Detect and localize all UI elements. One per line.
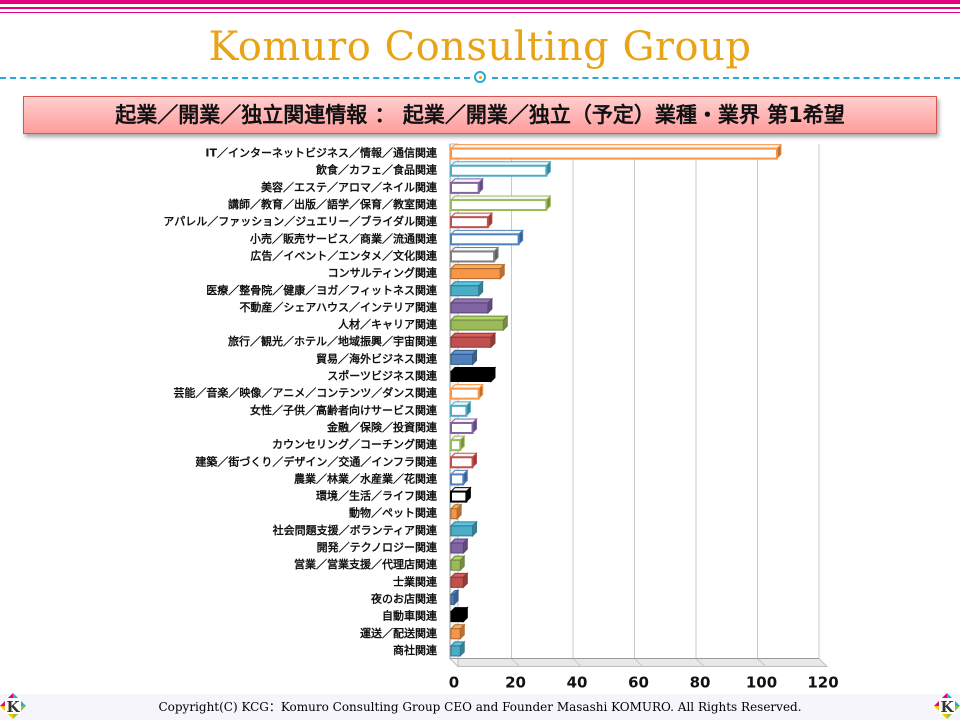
category-label: 商社関連 [393, 643, 438, 657]
bar [450, 199, 548, 212]
bar [450, 525, 474, 537]
category-label: 広告／イベント／エンタメ／文化関連 [250, 248, 438, 262]
category-label: 運送／配送関連 [360, 626, 438, 640]
bar [450, 250, 496, 263]
gridline-depth [634, 658, 643, 667]
category-label: 講師／教育／出版／語学／保育／教室関連 [228, 197, 438, 211]
category-label: 営業／営業支援／代理店関連 [294, 557, 438, 571]
gridline-depth [572, 658, 582, 667]
header-stripe [0, 7, 960, 9]
header-stripe [0, 12, 960, 13]
category-label: 建築／街づくり／デザイン／交通／インフラ関連 [195, 454, 438, 468]
category-label: 小売／販売サービス／商業／流通関連 [249, 231, 438, 245]
copyright-text: Copyright(C) KCG：Komuro Consulting Group… [158, 700, 802, 714]
x-tick-label: 20 [505, 674, 526, 692]
k-logo-icon: K [934, 693, 960, 719]
divider-ring-icon [474, 71, 486, 83]
bar [450, 268, 501, 280]
category-label: 美容／エステ／アロマ／ネイル関連 [261, 180, 438, 194]
category-label: 環境／生活／ライフ関連 [316, 489, 438, 503]
category-label: 社会問題支援／ボランティア関連 [272, 523, 438, 537]
bar [450, 542, 464, 554]
bar [450, 473, 465, 486]
category-label: 医療／整骨院／健康／ヨガ／フィットネス関連 [206, 283, 438, 297]
category-label: コンサルティング関連 [328, 266, 438, 280]
bar [450, 147, 778, 160]
bar [450, 439, 462, 452]
brand-title: Komuro Consulting Group [208, 24, 752, 70]
header-divider-left [0, 77, 470, 79]
bar [450, 336, 492, 348]
bar-top [449, 264, 506, 270]
header-stripe [0, 0, 960, 4]
category-label: 士業関連 [393, 574, 438, 588]
bar-top [449, 298, 494, 304]
category-label: 芸能／音楽／映像／アニメ／コンテンツ／ダンス関連 [173, 386, 438, 400]
bar [450, 421, 474, 434]
bar [450, 233, 520, 246]
category-label: 開発／テクノロジー関連 [317, 540, 438, 554]
category-label: 貿易／海外ビジネス関連 [316, 351, 438, 365]
header-stripes [0, 0, 960, 18]
bar [450, 508, 458, 520]
x-tick-label: 80 [690, 674, 711, 692]
bar [450, 490, 468, 503]
category-label: スポーツビジネス関連 [327, 369, 438, 383]
category-label: 自動車関連 [382, 609, 438, 623]
category-label: 飲食／カフェ／食品関連 [315, 163, 438, 177]
category-label: 女性／子供／高齢者向けサービス関連 [250, 403, 438, 417]
k-logo-icon: K [0, 693, 26, 719]
category-label: 人材／キャリア関連 [338, 317, 438, 331]
bar [450, 593, 455, 605]
category-label: IT／インターネットビジネス／情報／通信関連 [205, 146, 438, 160]
x-tick-label: 0 [449, 674, 459, 692]
bar [450, 628, 461, 640]
bar [450, 576, 464, 588]
category-label: 夜のお店関連 [370, 591, 438, 605]
bar [450, 216, 489, 229]
category-label: 不動産／シェアハウス／インテリア関連 [239, 300, 438, 314]
category-label: 金融／保険／投資関連 [326, 420, 438, 434]
bar [450, 319, 504, 331]
gridline-depth [511, 658, 520, 667]
bar-top [449, 315, 509, 321]
k-logo-letter: K [6, 698, 20, 716]
gridline-depth [818, 658, 828, 667]
gridline-depth [757, 658, 766, 667]
bar [450, 611, 464, 623]
bar-top [449, 281, 484, 287]
gridline-depth [695, 658, 705, 667]
footer-bar: Copyright(C) KCG：Komuro Consulting Group… [0, 694, 960, 720]
bar [450, 302, 489, 314]
x-tick-label: 40 [567, 674, 588, 692]
bar [450, 181, 480, 194]
x-tick-label: 60 [628, 674, 649, 692]
category-label: カウンセリング／コーチング関連 [272, 437, 438, 451]
category-label: 動物／ペット関連 [349, 506, 438, 520]
category-label: アパレル／ファッション／ジュエリー／ブライダル関連 [163, 214, 438, 228]
bar-chart: 0 20 40 60 80 100 120 IT／インターネットビジネス／情報／通信関連飲食／… [163, 143, 839, 692]
bar [450, 353, 474, 365]
bar [450, 456, 474, 469]
bar [450, 371, 492, 383]
bar [450, 285, 480, 297]
k-logo-letter: K [940, 698, 954, 716]
bar [450, 404, 468, 417]
category-label: 農業／林業／水産業／花関連 [294, 471, 438, 485]
bar [450, 387, 480, 400]
header-divider-right [492, 77, 960, 79]
bar [450, 164, 548, 177]
bar-top [449, 367, 497, 373]
category-label: 旅行／観光／ホテル／地域振興／宇宙関連 [228, 334, 438, 348]
gridline-depth [449, 658, 459, 667]
x-tick-label: 100 [746, 674, 777, 692]
x-tick-label: 120 [807, 674, 838, 692]
bar [450, 559, 461, 571]
bar-top [449, 332, 497, 338]
bar [450, 645, 461, 657]
slide-title-banner: 起業／開業／独立関連情報 ： 起業／開業／独立（予定）業種・業界 第1希望 [23, 96, 937, 134]
